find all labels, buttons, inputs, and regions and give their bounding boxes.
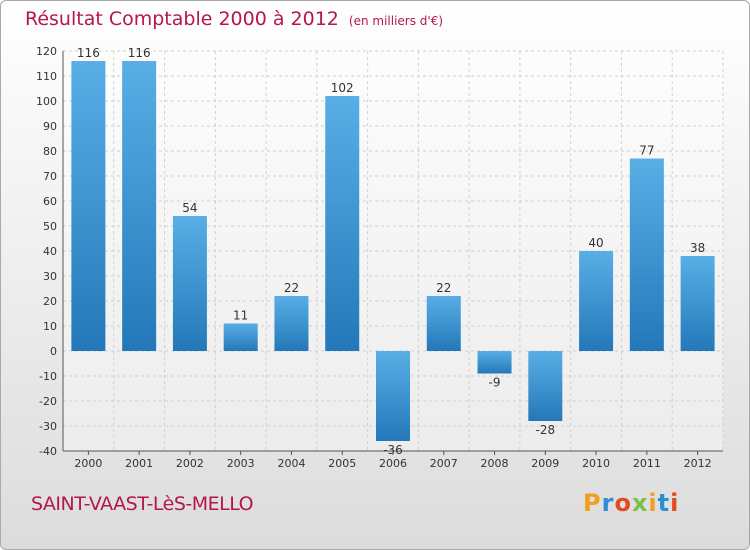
x-tick-label-2008: 2008	[481, 457, 509, 470]
data-label-2001: 116	[128, 46, 151, 60]
bar-2009	[528, 351, 563, 421]
x-tick-label-2002: 2002	[176, 457, 204, 470]
bar-2007	[426, 296, 461, 351]
bar-2006	[376, 351, 410, 441]
y-tick-label: 10	[43, 320, 57, 333]
data-label-2000: 116	[77, 46, 100, 60]
logo-letter: x	[631, 489, 649, 517]
x-tick-label-2001: 2001	[125, 457, 153, 470]
x-tick-label-2007: 2007	[430, 457, 458, 470]
data-label-2012: 38	[690, 241, 705, 255]
y-tick-label: 60	[43, 195, 57, 208]
y-tick-label: 20	[43, 295, 57, 308]
bar-2012	[680, 256, 715, 351]
data-label-2003: 11	[233, 309, 248, 323]
commune-name: SAINT-VAAST-LèS-MELLO	[31, 493, 254, 515]
x-tick-label-2006: 2006	[379, 457, 407, 470]
x-tick-label-2004: 2004	[277, 457, 305, 470]
data-label-2004: 22	[284, 281, 299, 295]
y-tick-label: -40	[39, 445, 57, 458]
bar-2001	[122, 61, 157, 351]
data-label-2002: 54	[182, 201, 197, 215]
logo-letter: i	[670, 489, 680, 517]
bar-2005	[325, 96, 360, 351]
bar-2000	[71, 61, 106, 351]
data-label-2005: 102	[331, 81, 354, 95]
data-label-2011: 77	[639, 144, 654, 158]
y-tick-label: 120	[36, 45, 57, 58]
y-tick-label: 70	[43, 170, 57, 183]
logo-letter: r	[601, 489, 615, 517]
bar-2004	[274, 296, 309, 351]
y-tick-label: 50	[43, 220, 57, 233]
data-label-2008: -9	[489, 376, 501, 390]
proxiti-logo: Proxiti	[583, 489, 679, 517]
x-tick-label-2010: 2010	[582, 457, 610, 470]
logo-letter: i	[648, 489, 658, 517]
logo-letter: t	[657, 489, 671, 517]
y-tick-label: -20	[39, 395, 57, 408]
y-tick-label: 100	[36, 95, 57, 108]
logo-letter: o	[614, 489, 632, 517]
x-tick-label-2000: 2000	[74, 457, 102, 470]
x-tick-label-2012: 2012	[684, 457, 712, 470]
chart-title: Résultat Comptable 2000 à 2012 (en millie…	[25, 8, 443, 30]
bar-2002	[172, 216, 207, 351]
x-tick-label-2005: 2005	[328, 457, 356, 470]
bar-2003	[223, 323, 258, 351]
y-tick-label: 30	[43, 270, 57, 283]
y-tick-label: 110	[36, 70, 57, 83]
y-tick-label: 80	[43, 145, 57, 158]
y-tick-label: -30	[39, 420, 57, 433]
logo-letter: P	[583, 489, 602, 517]
chart-subtitle: (en milliers d'€)	[348, 14, 444, 28]
title-text: Résultat Comptable 2000 à 2012	[25, 8, 339, 30]
x-tick-label-2011: 2011	[633, 457, 661, 470]
bar-2011	[629, 158, 664, 351]
data-label-2009: -28	[536, 423, 556, 437]
data-label-2006: -36	[383, 443, 403, 457]
bar-2010	[579, 251, 614, 351]
y-tick-label: 90	[43, 120, 57, 133]
y-tick-label: 0	[50, 345, 57, 358]
bar-2008	[477, 351, 512, 374]
data-label-2010: 40	[588, 236, 603, 250]
y-tick-label: 40	[43, 245, 57, 258]
y-tick-label: -10	[39, 370, 57, 383]
x-tick-label-2009: 2009	[531, 457, 559, 470]
data-label-2007: 22	[436, 281, 451, 295]
x-tick-label-2003: 2003	[227, 457, 255, 470]
